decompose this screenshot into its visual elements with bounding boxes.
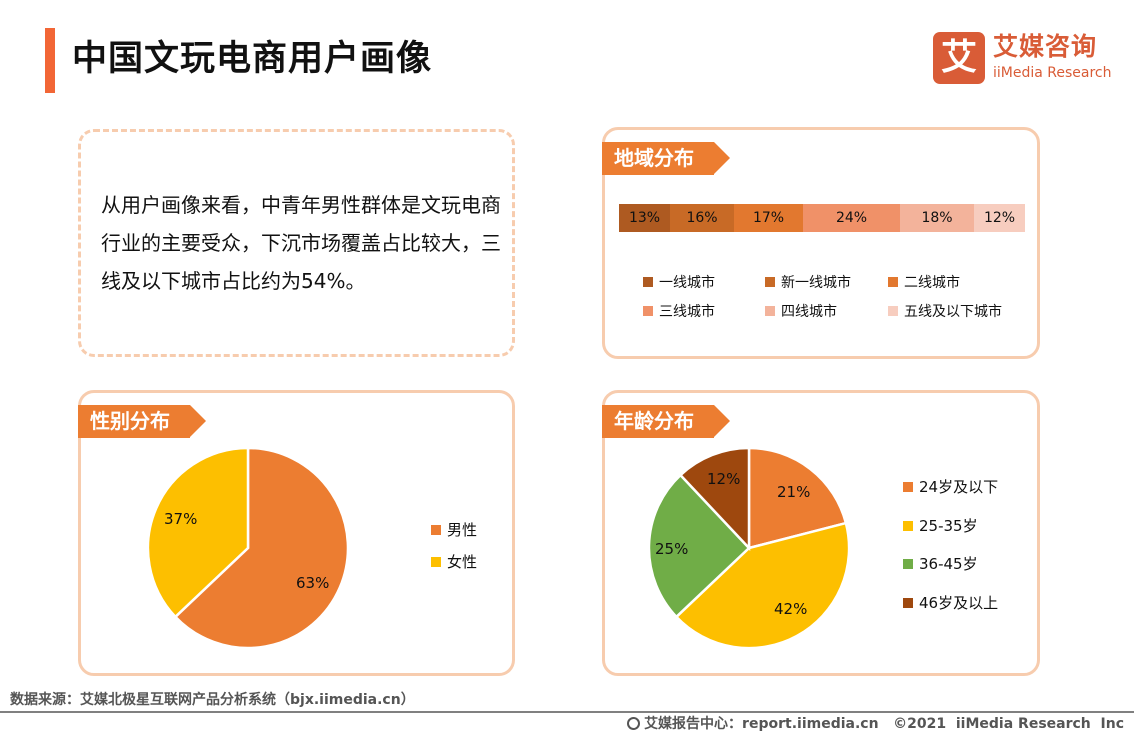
legend-swatch-icon [431,524,441,535]
legend-swatch-icon [903,558,913,569]
legend-item: 一线城市 [643,274,715,292]
bar-segment-tier1: 13% [619,204,670,232]
pie-label-age-24-below: 21% [777,483,811,501]
title-accent-bar [45,28,55,93]
bar-segment-tier3: 24% [803,204,900,232]
data-source: 数据来源：艾媒北极星互联网产品分析系统（bjx.iimedia.cn） [10,692,415,708]
region-card: 地域分布 13% 16% 17% 24% 18% 12% 一线城市 新一线城市 … [602,127,1040,359]
summary-card: 从用户画像来看，中青年男性群体是文玩电商行业的主要受众，下沉市场覆盖占比较大，三… [78,129,515,357]
legend-item: 三线城市 [643,303,715,321]
legend-item: 24岁及以下 [903,478,998,496]
legend-swatch-icon [431,556,441,567]
age-pie-chart [649,448,849,648]
legend-item: 46岁及以上 [903,594,998,612]
legend-item: 女性 [431,553,477,571]
legend-item: 25-35岁 [903,517,978,535]
region-tag: 地域分布 [602,142,730,175]
pie-label-age-36-45: 25% [655,540,689,558]
pie-label-age-25-35: 42% [774,600,808,618]
pie-label-male: 63% [296,574,330,592]
footer-divider [0,711,1134,713]
bar-segment-tier4: 18% [900,204,974,232]
legend-swatch-icon [903,520,913,531]
bar-segment-new-tier1: 16% [670,204,734,232]
gender-pie-chart [148,448,348,648]
page-title: 中国文玩电商用户画像 [72,39,433,79]
logo-name-en: iiMedia Research [993,65,1112,81]
globe-icon [627,716,641,730]
legend-swatch-icon [765,306,775,316]
footer-text: 艾媒报告中心：report.iimedia.cn ©2021 iiMedia R… [644,716,1124,732]
legend-swatch-icon [888,277,898,287]
legend-item: 36-45岁 [903,555,978,573]
age-tag: 年龄分布 [602,405,730,438]
region-stacked-bar: 13% 16% 17% 24% 18% 12% [619,204,1025,232]
gender-tag: 性别分布 [78,405,206,438]
logo-name-cn: 艾媒咨询 [993,32,1098,61]
logo-mark-icon: 艾 [933,32,985,84]
legend-item: 五线及以下城市 [888,303,1002,321]
bar-segment-tier5-below: 12% [974,204,1025,232]
legend-swatch-icon [903,481,913,492]
gender-card: 性别分布 63% 37% 男性 女性 [78,390,515,676]
footer: 艾媒报告中心：report.iimedia.cn ©2021 iiMedia R… [627,713,1124,733]
legend-item: 男性 [431,521,477,539]
age-card: 年龄分布 21% 42% 25% 12% 24岁及以下 25-35岁 36-45… [602,390,1040,676]
legend-item: 二线城市 [888,274,960,292]
legend-item: 四线城市 [765,303,837,321]
pie-label-age-46-above: 12% [707,470,741,488]
legend-item: 新一线城市 [765,274,851,292]
legend-swatch-icon [643,306,653,316]
pie-label-female: 37% [164,510,198,528]
summary-text: 从用户画像来看，中青年男性群体是文玩电商行业的主要受众，下沉市场覆盖占比较大，三… [101,193,501,293]
legend-swatch-icon [903,597,913,608]
legend-swatch-icon [888,306,898,316]
bar-segment-tier2: 17% [734,204,803,232]
legend-swatch-icon [765,277,775,287]
iimedia-logo: 艾 艾媒咨询 iiMedia Research [933,32,1113,84]
legend-swatch-icon [643,277,653,287]
